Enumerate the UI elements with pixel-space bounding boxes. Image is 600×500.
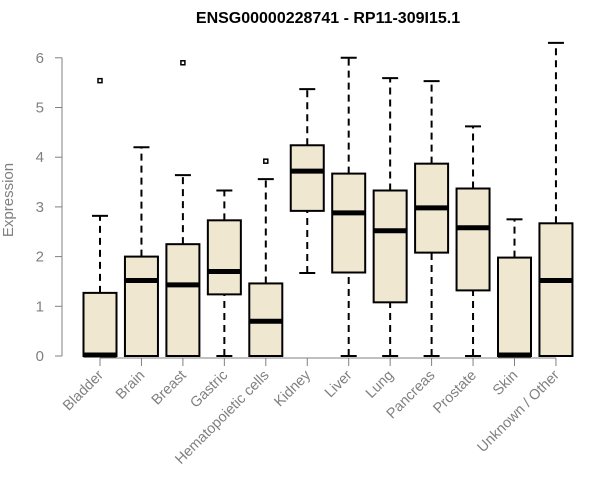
- box-hematopoietic-cells: [248, 158, 284, 357]
- y-axis: 0 1 2 3 4 5 6: [36, 50, 63, 365]
- box-liver: [331, 56, 367, 357]
- box-breast: [165, 60, 201, 357]
- box-rect: [206, 219, 242, 296]
- y-tick-label: 1: [36, 298, 44, 315]
- box-rect: [372, 189, 408, 304]
- y-tick-label: 5: [36, 100, 44, 117]
- outlier-point: [97, 77, 103, 84]
- box-pancreas: [414, 80, 450, 357]
- y-axis-label: Expression: [0, 163, 17, 237]
- box-rect: [165, 243, 201, 357]
- y-tick-label: 0: [36, 348, 44, 365]
- outlier-point: [263, 158, 269, 164]
- x-tick-label: Bladder: [60, 367, 107, 414]
- box-unknown-other: [538, 41, 574, 357]
- box-lung: [372, 77, 408, 357]
- x-tick-label: Liver: [322, 367, 356, 401]
- box-rect: [331, 172, 367, 274]
- box-rect: [455, 187, 491, 292]
- x-tick-label: Prostate: [430, 368, 479, 417]
- box-rect: [123, 255, 159, 358]
- x-tick-label: Kidney: [271, 367, 314, 410]
- box-kidney: [289, 88, 325, 275]
- outlier-point: [180, 60, 186, 66]
- chart-title: ENSG00000228741 - RP11-309I15.1: [196, 10, 460, 27]
- box-bladder: [82, 77, 118, 358]
- box-rect: [289, 144, 325, 212]
- y-tick-label: 2: [36, 249, 44, 266]
- y-tick-label: 4: [36, 149, 44, 166]
- x-tick-label: Skin: [490, 368, 521, 399]
- x-tick-label: Brain: [113, 368, 148, 403]
- box-rect: [497, 256, 532, 357]
- box-prostate: [455, 125, 491, 357]
- box-rect: [538, 222, 574, 357]
- boxes-group: [82, 41, 574, 358]
- y-tick-label: 3: [36, 199, 44, 216]
- box-gastric: [206, 189, 242, 357]
- box-rect: [82, 291, 118, 358]
- box-brain: [123, 146, 159, 358]
- x-tick-label: Lung: [363, 368, 397, 402]
- x-tick-label: Breast: [149, 368, 190, 409]
- box-skin: [497, 218, 532, 358]
- y-tick-label: 6: [36, 50, 44, 67]
